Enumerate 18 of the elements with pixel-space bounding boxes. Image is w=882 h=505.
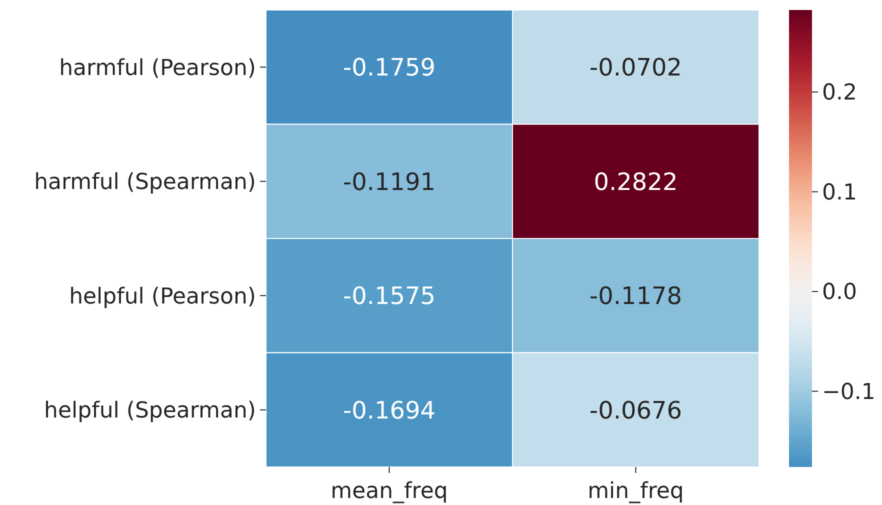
data-label: -0.0702 <box>589 54 682 82</box>
y-tick-label: harmful (Spearman) <box>34 170 256 196</box>
x-tick-label: min_freq <box>588 478 684 504</box>
y-tick-label: harmful (Pearson) <box>59 56 256 81</box>
color-bar-label: 0.0 <box>822 280 857 306</box>
color-bar-label: −0.1 <box>822 380 876 405</box>
y-tick-label: helpful (Pearson) <box>69 284 256 310</box>
y-tick-label: helpful (Spearman) <box>44 398 256 424</box>
data-label: -0.0676 <box>589 396 682 424</box>
x-tick-label: mean_freq <box>330 478 448 504</box>
data-label: 0.2822 <box>594 168 678 196</box>
color-bar-label: 0.1 <box>822 180 857 206</box>
data-label: -0.1575 <box>342 282 436 310</box>
data-label: -0.1759 <box>342 54 436 82</box>
data-label: -0.1191 <box>342 168 436 196</box>
data-label: -0.1694 <box>342 396 436 424</box>
data-label: -0.1178 <box>589 282 682 310</box>
color-bar-label: 0.2 <box>822 80 857 106</box>
